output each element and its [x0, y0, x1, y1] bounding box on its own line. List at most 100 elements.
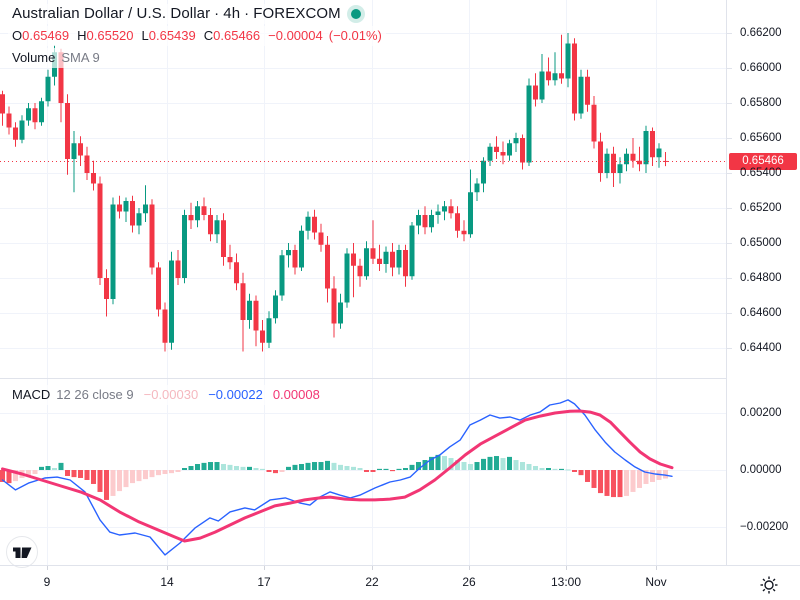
- time-axis-tick: [372, 566, 373, 570]
- price-axis-label: 0.65400: [740, 167, 782, 179]
- time-axis[interactable]: 9 14 17 22 26 13:00 Nov: [0, 565, 800, 600]
- macd-histogram-bar: [39, 466, 44, 470]
- candle-down: [598, 141, 603, 173]
- exchange-button[interactable]: FOREXCOM: [253, 5, 341, 22]
- tradingview-logo-glyph: [13, 547, 32, 558]
- volume-indicator-row[interactable]: Volume SMA 9: [8, 48, 104, 68]
- candle-up: [526, 85, 532, 163]
- candle-up: [71, 143, 77, 159]
- macd-axis-label: 0.00000: [740, 464, 782, 476]
- candle-down: [357, 265, 363, 277]
- macd-histogram-bar: [357, 468, 363, 470]
- macd-histogram-bar: [578, 470, 584, 476]
- price-axis-label: 0.64400: [740, 342, 782, 354]
- price-axis-label: 0.66200: [740, 27, 782, 39]
- tradingview-logo[interactable]: [6, 536, 38, 568]
- price-axis[interactable]: 0.65466 0.66200 0.66000 0.65800 0.65600 0.65…: [726, 0, 800, 565]
- macd-histogram-bar: [143, 470, 148, 480]
- macd-indicator-row[interactable]: MACD 12 26 close 9 −0.00030 −0.00022 0.00008: [8, 385, 324, 405]
- macd-histogram-bar: [110, 470, 116, 496]
- candle-down: [611, 153, 616, 173]
- candle-down: [208, 215, 213, 235]
- candle-up: [143, 204, 148, 214]
- time-axis-tick: [566, 566, 567, 570]
- macd-histogram-bar: [214, 462, 220, 470]
- macd-indicator-label[interactable]: MACD: [12, 387, 51, 402]
- macd-histogram-bar: [97, 470, 103, 492]
- candle-up: [195, 206, 200, 221]
- time-axis-label: 17: [257, 575, 271, 589]
- macd-histogram-bar: [572, 470, 577, 472]
- interval-button[interactable]: 4h: [223, 5, 241, 22]
- macd-histogram-bar: [396, 468, 402, 470]
- candle-up: [474, 183, 480, 193]
- macd-histogram-bar: [104, 470, 109, 500]
- candle-down: [448, 206, 454, 214]
- price-axis-tick: [727, 138, 732, 139]
- macd-histogram-bar: [273, 470, 278, 474]
- macd-histogram-bar: [383, 468, 389, 470]
- candle-up: [481, 160, 486, 184]
- macd-histogram-bar: [630, 470, 636, 492]
- open-value: 0.65469: [22, 28, 70, 43]
- candle-up: [286, 250, 291, 256]
- candle-up: [617, 164, 623, 173]
- volume-indicator-label[interactable]: Volume: [12, 50, 56, 65]
- macd-histogram-bar: [643, 470, 649, 484]
- macd-histogram-bar: [175, 470, 181, 472]
- sun-icon[interactable]: [760, 576, 778, 594]
- macd-histogram-bar: [45, 466, 51, 470]
- candle-down: [403, 250, 408, 277]
- chart-plot-area[interactable]: Australian Dollar / U.S. Dollar · 4h · FOREX…: [0, 0, 726, 568]
- chart-canvas[interactable]: [0, 0, 726, 565]
- candle-down: [494, 146, 499, 152]
- macd-histogram-bar: [182, 468, 187, 470]
- macd-histogram-bar: [416, 462, 421, 470]
- change-value: −0.00004: [268, 28, 323, 43]
- price-axis-label: 0.66000: [740, 62, 782, 74]
- candle-up: [273, 295, 278, 319]
- macd-histogram-bar: [409, 464, 415, 470]
- change-percent: (−0.01%): [328, 28, 382, 43]
- macd-histogram-bar: [26, 470, 31, 476]
- macd-axis-label: −0.00200: [740, 521, 789, 533]
- price-axis-label: 0.65600: [740, 132, 782, 144]
- macd-histogram-bar: [91, 470, 96, 484]
- macd-legend: MACD 12 26 close 9 −0.00030 −0.00022 0.00008: [8, 385, 324, 407]
- macd-histogram-bar: [650, 470, 655, 482]
- candle-up: [656, 148, 662, 158]
- candle-up: [247, 300, 252, 320]
- symbol-name-button[interactable]: Australian Dollar / U.S. Dollar: [12, 5, 211, 22]
- macd-histogram-bar: [539, 468, 545, 470]
- candle-down: [65, 103, 70, 159]
- price-axis-label: 0.65000: [740, 237, 782, 249]
- candle-up: [19, 120, 25, 140]
- candle-down: [312, 216, 317, 233]
- close-label: C: [203, 28, 214, 43]
- price-axis-label: 0.64800: [740, 272, 782, 284]
- macd-histogram-bar: [461, 462, 467, 470]
- candle-up: [513, 138, 519, 144]
- macd-histogram-bar: [117, 470, 122, 492]
- candle-up: [279, 255, 285, 296]
- candle-up: [442, 206, 447, 212]
- macd-histogram-bar: [227, 464, 233, 470]
- market-status-dot[interactable]: [350, 9, 361, 19]
- time-axis-tick: [656, 566, 657, 570]
- open-label: O: [12, 28, 23, 43]
- macd-histogram-bar: [52, 468, 57, 470]
- candle-up: [468, 192, 473, 235]
- macd-histogram-bar: [266, 470, 272, 472]
- macd-histogram-bar: [208, 462, 213, 470]
- candle-down: [325, 244, 330, 289]
- candle-up: [214, 220, 220, 235]
- candle-up: [507, 143, 512, 156]
- candle-up: [643, 131, 649, 165]
- macd-histogram-bar: [305, 462, 311, 470]
- macd-histogram-bar: [325, 460, 330, 470]
- candle-up: [169, 260, 174, 343]
- macd-histogram-bar: [403, 468, 408, 470]
- macd-histogram-bar: [435, 454, 441, 470]
- macd-histogram-bar: [253, 468, 259, 470]
- candle-up: [429, 215, 434, 228]
